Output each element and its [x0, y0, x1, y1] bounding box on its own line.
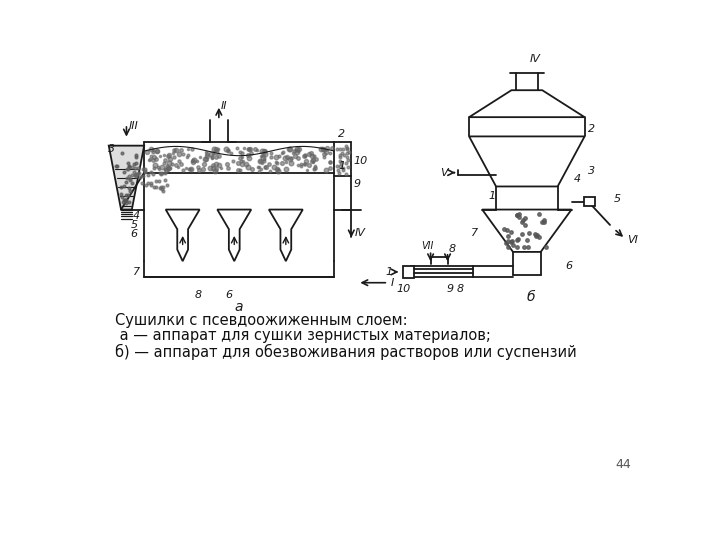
Polygon shape [469, 90, 585, 117]
Polygon shape [469, 137, 585, 186]
Text: II: II [221, 102, 228, 111]
Text: III: III [129, 120, 138, 131]
Text: 44: 44 [615, 458, 631, 471]
Polygon shape [109, 146, 144, 210]
Text: 9: 9 [446, 284, 454, 294]
Text: 7: 7 [472, 228, 479, 238]
Text: б) — аппарат для обезвоживания растворов или суспензий: б) — аппарат для обезвоживания растворов… [115, 343, 577, 360]
Text: VII: VII [421, 241, 433, 251]
Text: IV: IV [354, 228, 365, 239]
Text: IV: IV [530, 55, 541, 64]
Bar [584, 197, 595, 206]
Text: а: а [235, 300, 243, 314]
Text: 6: 6 [565, 261, 572, 271]
Text: 4: 4 [132, 211, 140, 221]
Text: 5: 5 [614, 194, 621, 204]
Text: 9: 9 [354, 179, 361, 189]
Bar [403, 266, 414, 278]
Text: 2: 2 [588, 124, 595, 134]
Text: 10: 10 [397, 284, 411, 294]
Text: а — аппарат для сушки зернистых материалов;: а — аппарат для сушки зернистых материал… [115, 328, 491, 343]
Text: 1: 1 [338, 161, 346, 171]
Text: 6: 6 [225, 290, 233, 300]
Text: 8: 8 [449, 244, 456, 254]
Text: 8: 8 [194, 290, 202, 300]
Text: 8: 8 [456, 284, 464, 294]
Text: Сушилки с псевдоожиженным слоем:: Сушилки с псевдоожиженным слоем: [115, 313, 408, 328]
Text: 1: 1 [386, 267, 393, 277]
Text: 5: 5 [130, 220, 138, 230]
Text: 3: 3 [588, 166, 595, 176]
Text: 7: 7 [132, 267, 140, 277]
Text: 2: 2 [338, 129, 346, 139]
Text: б: б [526, 289, 535, 303]
Text: VI: VI [627, 235, 638, 245]
Text: 4: 4 [574, 174, 581, 184]
Polygon shape [482, 210, 572, 252]
Text: I: I [390, 278, 394, 288]
Text: 6: 6 [130, 229, 138, 239]
Text: 1: 1 [488, 191, 495, 201]
Bar [411, 266, 473, 278]
Text: V: V [441, 167, 449, 178]
Polygon shape [269, 210, 303, 261]
Polygon shape [217, 210, 251, 261]
Text: 10: 10 [354, 156, 368, 166]
Text: 3: 3 [108, 145, 115, 154]
Polygon shape [166, 210, 199, 261]
